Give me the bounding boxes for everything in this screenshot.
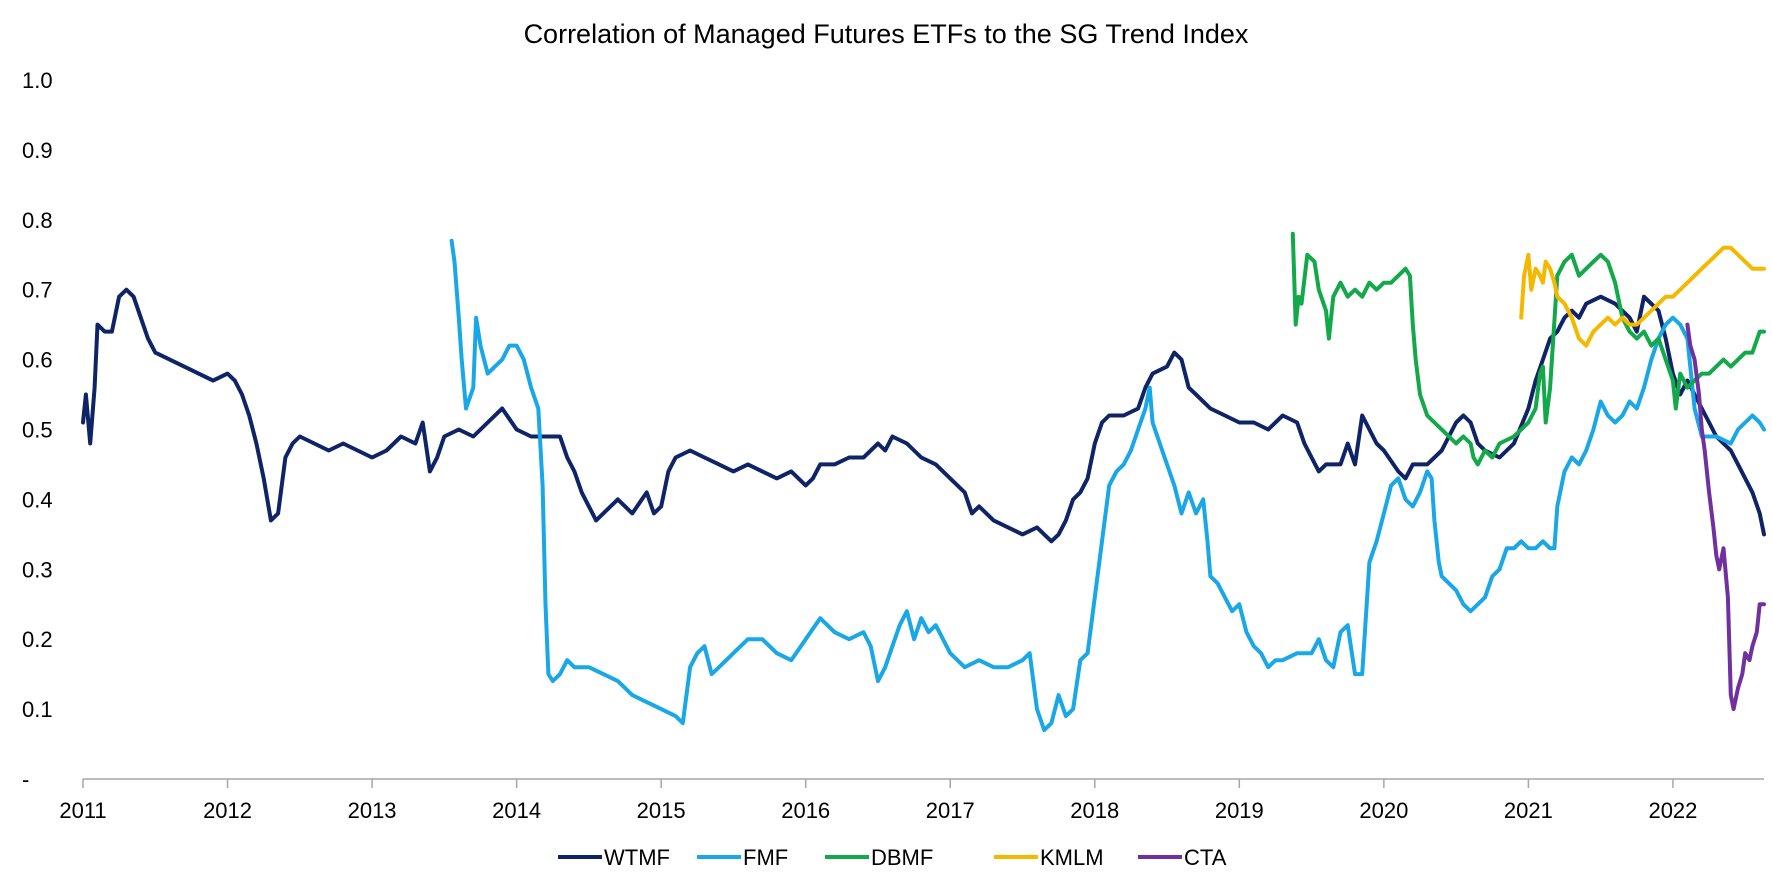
x-tick-label: 2018 xyxy=(1070,798,1119,823)
x-tick-label: 2022 xyxy=(1648,798,1697,823)
series-line-cta xyxy=(1685,322,1766,712)
y-tick-label: 1.0 xyxy=(22,68,53,93)
x-tick-label: 2011 xyxy=(59,798,106,823)
y-tick-label: 0.9 xyxy=(22,138,53,163)
x-tick-label: 2014 xyxy=(492,798,541,823)
series-line-dbmf xyxy=(1290,231,1766,467)
legend-label-kmlm: KMLM xyxy=(1040,845,1104,870)
chart-title: Correlation of Managed Futures ETFs to t… xyxy=(524,19,1249,49)
y-tick-label: 0.7 xyxy=(22,278,53,303)
x-tick-label: 2015 xyxy=(637,798,686,823)
x-axis: 2011 2012 2013 2014 2015 2016 2017 2018 2019 2020… xyxy=(59,778,1764,823)
x-tick-label: 2013 xyxy=(348,798,397,823)
y-tick-label: 0.2 xyxy=(22,627,53,652)
y-tick-label: 0.6 xyxy=(22,348,53,373)
legend-label-cta: CTA xyxy=(1184,845,1227,870)
y-tick-label: 0.3 xyxy=(22,557,53,582)
x-tick-label: 2020 xyxy=(1359,798,1408,823)
x-tick-label: 2016 xyxy=(781,798,830,823)
x-tick-label: 2021 xyxy=(1504,798,1553,823)
series-line-wtmf xyxy=(81,287,1766,544)
y-tick-label: 0.8 xyxy=(22,208,53,233)
y-tick-label: 0.1 xyxy=(22,697,53,722)
legend: WTMF FMF DBMF KMLM CTA xyxy=(558,845,1227,870)
series-line-kmlm xyxy=(1519,245,1766,348)
y-tick-label: 0.5 xyxy=(22,418,53,443)
legend-label-dbmf: DBMF xyxy=(871,845,933,870)
x-tick-label: 2012 xyxy=(203,798,252,823)
series-layer xyxy=(81,231,1766,733)
legend-label-fmf: FMF xyxy=(743,845,788,870)
x-tick-label: 2017 xyxy=(926,798,975,823)
x-tick-label: 2019 xyxy=(1215,798,1264,823)
y-tick-label: 0.4 xyxy=(22,487,53,512)
y-axis-ticks: - 0.1 0.2 0.3 0.4 0.5 0.6 0.7 0.8 0.9 1.0 xyxy=(22,68,53,792)
series-line-fmf xyxy=(449,238,1766,733)
y-tick-label: - xyxy=(22,767,29,792)
legend-label-wtmf: WTMF xyxy=(604,845,670,870)
